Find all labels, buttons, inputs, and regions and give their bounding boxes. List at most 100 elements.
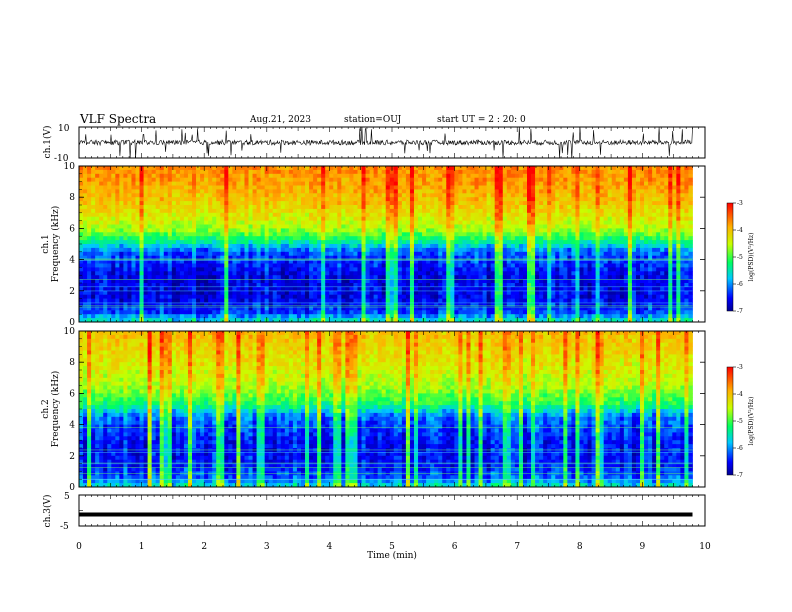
spectrogram-cell bbox=[87, 302, 92, 307]
spectrogram-cell bbox=[292, 286, 298, 292]
spectrogram-cell bbox=[518, 298, 524, 303]
spectrogram-cell bbox=[571, 173, 576, 179]
spectrogram-cell bbox=[204, 271, 209, 276]
spectrogram-cell bbox=[196, 205, 201, 210]
spectrogram-cell bbox=[506, 279, 512, 284]
spectrogram-cell bbox=[559, 228, 564, 233]
spectrogram-cell bbox=[446, 259, 451, 264]
spectrogram-cell bbox=[438, 302, 443, 307]
spectrogram-cell bbox=[280, 166, 286, 171]
spectrogram-cell bbox=[147, 208, 153, 214]
spectrogram-cell bbox=[139, 290, 144, 296]
spectrogram-cell bbox=[478, 263, 484, 268]
spectrogram-cell bbox=[284, 318, 290, 323]
spectrogram-cell bbox=[95, 212, 100, 218]
spectrogram-cell bbox=[87, 290, 92, 296]
spectrogram-cell bbox=[107, 169, 112, 175]
spectrogram-cell bbox=[450, 247, 455, 253]
spectrogram-cell bbox=[232, 205, 237, 210]
spectrogram-cell bbox=[551, 290, 556, 296]
spectrogram-cell bbox=[482, 189, 488, 194]
spectrogram-cell bbox=[506, 224, 512, 229]
spectrogram-cell bbox=[224, 298, 229, 303]
spectrogram-cell bbox=[159, 318, 165, 323]
spectrogram-cell bbox=[506, 314, 512, 319]
spectrogram-cell bbox=[559, 251, 564, 257]
spectrogram-cell bbox=[438, 189, 443, 194]
spectrogram-cell bbox=[341, 240, 346, 245]
spectrogram-cell bbox=[325, 197, 330, 202]
spectrogram-cell bbox=[163, 240, 169, 245]
spectrogram-cell bbox=[79, 224, 84, 229]
spectrogram-cell bbox=[119, 259, 124, 264]
spectrogram-cell bbox=[95, 302, 100, 307]
spectrogram-cell bbox=[127, 208, 132, 214]
spectrogram-cell bbox=[543, 189, 548, 194]
spectrogram-cell bbox=[179, 193, 185, 198]
spectrogram-cell bbox=[296, 216, 302, 221]
spectrogram-cell bbox=[498, 189, 504, 194]
spectrogram-cell bbox=[353, 263, 358, 268]
spectrogram-cell bbox=[434, 220, 439, 225]
spectrogram-cell bbox=[478, 314, 484, 319]
spectrogram-cell bbox=[228, 166, 233, 171]
spectrogram-cell bbox=[409, 247, 415, 253]
spectrogram-cell bbox=[349, 232, 354, 237]
spectrogram-cell bbox=[373, 290, 379, 296]
spectrogram-cell bbox=[389, 283, 395, 288]
spectrogram-cell bbox=[248, 173, 253, 179]
spectrogram-cell bbox=[228, 228, 233, 233]
spectrogram-cell bbox=[514, 263, 520, 268]
spectrogram-cell bbox=[167, 201, 173, 206]
spectrogram-cell bbox=[167, 177, 173, 182]
spectrogram-cell bbox=[183, 193, 189, 198]
spectrogram-cell bbox=[305, 208, 310, 214]
spectrogram-cell bbox=[91, 279, 96, 284]
spectrogram-cell bbox=[341, 275, 346, 280]
spectrogram-cell bbox=[232, 169, 237, 175]
spectrogram-cell bbox=[179, 166, 185, 171]
spectrogram-cell bbox=[450, 279, 455, 284]
spectrogram-cell bbox=[325, 208, 330, 214]
spectrogram-cell bbox=[127, 271, 132, 276]
spectrogram-cell bbox=[115, 310, 120, 315]
spectrogram-cell bbox=[514, 181, 520, 186]
date-label: Aug.21, 2023 bbox=[250, 115, 311, 125]
spectrogram-cell bbox=[442, 275, 447, 280]
spectrogram-cell bbox=[518, 212, 524, 218]
spectrogram-cell bbox=[559, 286, 564, 292]
spectrogram-cell bbox=[252, 212, 257, 218]
spectrogram-cell bbox=[264, 240, 270, 245]
spectrogram-cell bbox=[329, 279, 334, 284]
spectrogram-cell bbox=[397, 247, 403, 253]
spectrogram-cell bbox=[131, 189, 136, 194]
spectrogram-cell bbox=[87, 247, 92, 253]
spectrogram-cell bbox=[373, 220, 379, 225]
spectrogram-cell bbox=[91, 286, 96, 292]
spectrogram-cell bbox=[490, 294, 496, 299]
spectrogram-cell bbox=[373, 275, 379, 280]
spectrogram-cell bbox=[123, 298, 128, 303]
spectrogram-cell bbox=[99, 251, 104, 257]
spectrogram-cell bbox=[434, 283, 439, 288]
spectrogram-cell bbox=[482, 255, 488, 260]
spectrogram-cell bbox=[498, 169, 504, 175]
spectrogram-cell bbox=[220, 251, 225, 257]
spectrogram-cell bbox=[571, 228, 576, 233]
spectrogram-cell bbox=[192, 306, 197, 311]
spectrogram-cell bbox=[502, 263, 508, 268]
spectrogram-cell bbox=[300, 205, 306, 210]
spectrogram-cell bbox=[502, 185, 508, 190]
spectrogram-cell bbox=[329, 169, 334, 175]
spectrogram-cell bbox=[567, 166, 572, 171]
spectrogram-cell bbox=[442, 185, 447, 190]
spectrogram-cell bbox=[559, 169, 564, 175]
spectrogram-cell bbox=[187, 247, 193, 253]
spectrogram-cell bbox=[321, 310, 326, 315]
spectrogram-cell bbox=[325, 302, 330, 307]
spectrogram-cell bbox=[510, 275, 516, 280]
spectrogram-cell bbox=[240, 173, 245, 179]
spectrogram-cell bbox=[490, 286, 496, 292]
spectrogram-cell bbox=[551, 251, 556, 257]
spectrogram-cell bbox=[482, 294, 488, 299]
